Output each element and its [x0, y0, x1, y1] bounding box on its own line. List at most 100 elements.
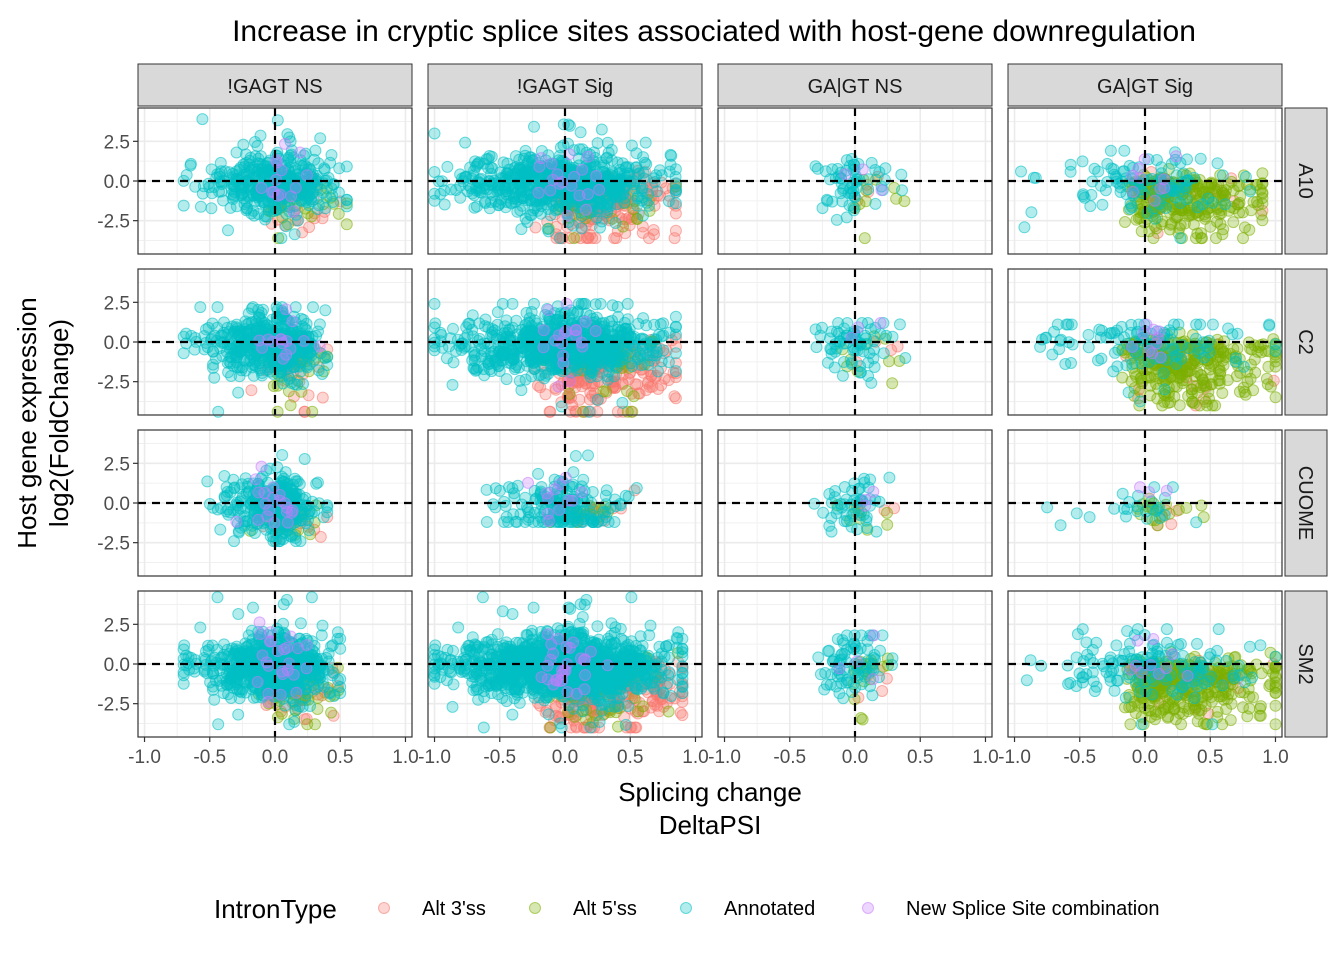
- data-point: [446, 378, 459, 391]
- data-point: [561, 209, 574, 222]
- data-point: [522, 476, 534, 489]
- data-point: [1119, 216, 1131, 228]
- data-point: [436, 341, 449, 354]
- facet-col-label: GA|GT Sig: [1097, 76, 1193, 98]
- data-point: [1182, 342, 1195, 355]
- data-point: [314, 132, 327, 145]
- facet-strip-col-ga-gt-sig: GA|GT Sig: [1007, 63, 1283, 107]
- data-point: [248, 209, 261, 222]
- data-point: [1216, 169, 1229, 182]
- data-point: [498, 516, 511, 528]
- data-point: [896, 184, 908, 197]
- facet-strip-row-c2: C2: [1284, 268, 1328, 416]
- data-point: [621, 313, 634, 326]
- data-point: [648, 228, 660, 241]
- data-point: [610, 232, 623, 245]
- data-point: [1210, 232, 1222, 245]
- data-point: [1092, 354, 1104, 367]
- data-point: [551, 168, 564, 181]
- panel-a10-gagt-ns: [137, 107, 413, 255]
- data-point: [1078, 191, 1091, 204]
- data-point: [883, 471, 896, 484]
- data-point: [1158, 383, 1171, 396]
- panel-c2-ga-gt-sig: [1007, 268, 1283, 416]
- data-point: [480, 483, 493, 496]
- data-point: [515, 223, 528, 236]
- data-point: [589, 325, 602, 337]
- data-point: [245, 302, 258, 315]
- data-point: [1227, 216, 1240, 229]
- data-point: [340, 218, 353, 231]
- data-point: [828, 361, 841, 374]
- data-point: [856, 163, 869, 176]
- data-point: [458, 341, 471, 354]
- data-point: [864, 323, 877, 336]
- data-point: [212, 405, 225, 418]
- data-point: [1261, 378, 1274, 391]
- facet-row-label: C2: [1294, 329, 1316, 355]
- data-point: [288, 228, 301, 241]
- data-point: [428, 127, 441, 140]
- data-point: [669, 347, 682, 360]
- facet-strip-col-gagt-ns: !GAGT NS: [137, 63, 413, 107]
- data-point: [201, 475, 214, 488]
- facet-row-label: SM2: [1294, 643, 1316, 684]
- data-point: [875, 184, 888, 197]
- data-point: [825, 343, 838, 356]
- data-point: [505, 196, 517, 209]
- data-point: [637, 209, 649, 222]
- facet-row-label: A10: [1294, 163, 1316, 199]
- data-point: [1201, 192, 1214, 205]
- data-point: [616, 396, 629, 409]
- data-point: [438, 198, 451, 211]
- data-point: [280, 220, 292, 233]
- data-point: [1211, 157, 1224, 170]
- data-point: [255, 182, 268, 194]
- data-point: [513, 374, 526, 387]
- panel-a10-ga-gt-sig: [1007, 107, 1283, 255]
- data-point: [307, 301, 319, 314]
- data-point: [509, 150, 522, 163]
- data-point: [1127, 185, 1139, 198]
- data-point: [664, 148, 677, 161]
- facet-strip-row-a10: A10: [1284, 107, 1328, 255]
- data-point: [652, 365, 664, 378]
- data-point: [211, 301, 224, 314]
- data-point: [318, 177, 331, 190]
- data-point: [252, 513, 265, 526]
- data-point: [294, 365, 307, 378]
- data-point: [500, 373, 513, 386]
- data-point: [1150, 337, 1163, 350]
- data-point: [622, 327, 635, 340]
- data-point: [839, 168, 852, 181]
- data-point: [480, 516, 493, 528]
- facet-strip-row-sm2: SM2: [1284, 590, 1328, 738]
- data-point: [340, 194, 353, 206]
- data-point: [1180, 193, 1193, 206]
- data-point: [1053, 343, 1066, 356]
- data-point: [298, 453, 311, 465]
- data-point: [271, 405, 284, 418]
- chart-title: Increase in cryptic splice sites associa…: [232, 15, 1196, 48]
- data-point: [233, 329, 246, 342]
- data-point: [553, 199, 566, 212]
- data-point: [603, 348, 616, 361]
- data-point: [240, 148, 252, 161]
- data-point: [569, 450, 582, 462]
- data-point: [1216, 387, 1229, 399]
- facet-strip-col-ga-gt-ns: GA|GT NS: [717, 63, 993, 107]
- data-point: [428, 297, 441, 310]
- data-point: [1262, 360, 1275, 373]
- data-point: [222, 326, 235, 339]
- data-point: [287, 205, 300, 218]
- data-point: [230, 515, 243, 528]
- data-point: [820, 193, 833, 206]
- data-point: [669, 310, 682, 323]
- data-point: [575, 486, 588, 499]
- data-point: [230, 200, 243, 213]
- data-point: [319, 304, 332, 317]
- data-point: [297, 378, 309, 390]
- data-point: [669, 392, 682, 405]
- data-point: [304, 347, 317, 360]
